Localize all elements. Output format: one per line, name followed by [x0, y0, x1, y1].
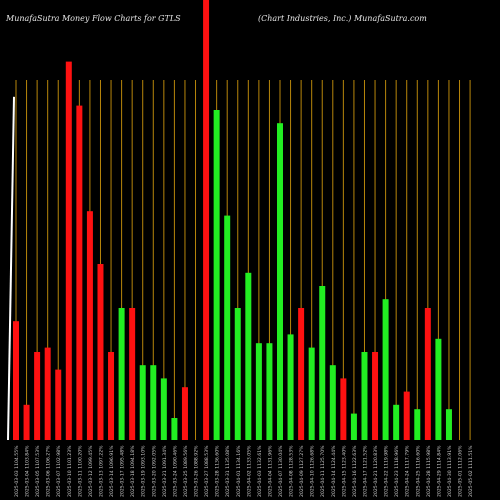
x-tick-label: 2025-03-28 1136.60% — [215, 445, 221, 497]
x-tick-label: 2025-03-14 1096.91% — [109, 445, 115, 497]
bar — [129, 308, 136, 440]
bar — [445, 409, 452, 440]
bar — [76, 105, 83, 440]
x-tick-label: 2025-04-28 1115.98% — [426, 445, 432, 497]
x-tick-label: 2025-04-22 1119.98% — [384, 445, 390, 497]
x-tick-label: 2025-03-24 1090.46% — [172, 445, 178, 497]
x-tick-label: 2025-04-07 1130.04% — [278, 445, 284, 497]
x-tick-label: 2025-04-08 1128.53% — [289, 445, 295, 497]
bar — [203, 0, 210, 440]
x-tick-label: 2025-04-02 1133.05% — [246, 445, 252, 497]
bar — [340, 378, 347, 440]
x-tick-label: 2025-04-14 1124.44% — [331, 445, 337, 497]
bar — [150, 365, 157, 440]
bar — [213, 110, 220, 440]
x-tick-label: 2025-03-27 1088.53% — [204, 445, 210, 497]
x-tick-label: 2025-03-17 1095.48% — [120, 445, 126, 497]
bar — [372, 352, 379, 440]
x-tick-label: 2025-05-01 1112.06% — [458, 445, 464, 497]
x-tick-label: 2025-03-05 1107.53% — [35, 445, 41, 497]
x-tick-label: 2025-04-16 1122.63% — [352, 445, 358, 497]
bar — [382, 299, 389, 440]
grid-lines — [15, 80, 471, 440]
x-tick-label: 2025-03-07 1102.98% — [56, 445, 62, 497]
bar — [350, 413, 357, 440]
bar — [55, 369, 62, 440]
x-tick-label: 2025-03-03 1104.55% — [14, 445, 20, 497]
bar — [255, 343, 262, 440]
x-tick-label: 2025-05-02 1111.51% — [468, 445, 474, 497]
x-tick-label: 2025-03-13 1097.22% — [98, 445, 104, 497]
bar — [34, 352, 41, 440]
bar — [118, 308, 125, 440]
x-tick-label: 2025-03-11 1100.20% — [77, 445, 83, 497]
bar — [44, 347, 51, 440]
bar — [181, 387, 188, 440]
x-tick-label: 2025-04-25 1116.60% — [415, 445, 421, 497]
bar — [266, 343, 273, 440]
x-tick-label: 2025-03-04 1103.84% — [25, 445, 31, 497]
x-tick-label: 2025-03-26 1088.92% — [194, 445, 200, 497]
bar — [13, 321, 19, 440]
bar — [308, 347, 315, 440]
bar — [160, 378, 167, 440]
x-tick-label: 2025-03-31 1135.08% — [225, 445, 231, 497]
bar — [97, 264, 104, 440]
x-tick-label: 2025-04-24 1117.79% — [405, 445, 411, 497]
x-tick-label: 2025-04-21 1120.83% — [373, 445, 379, 497]
bar — [139, 365, 146, 440]
x-tick-label: 2025-04-23 1118.96% — [394, 445, 400, 497]
bar — [424, 308, 431, 440]
x-tick-label: 2025-03-21 1091.34% — [162, 445, 168, 497]
x-tick-label: 2025-03-25 1089.56% — [183, 445, 189, 497]
money-flow-line-path — [7, 96, 15, 441]
chart-title: MunafaSutra Money Flow Charts for GTLS — [6, 14, 181, 23]
x-tick-label: 2025-03-12 1099.45% — [88, 445, 94, 497]
x-tick-label: 2025-03-20 1092.05% — [151, 445, 157, 497]
x-tick-label: 2025-04-09 1127.27% — [299, 445, 305, 497]
x-tick-label: 2025-04-03 1132.61% — [257, 445, 263, 497]
bar — [414, 409, 421, 440]
x-tick-label: 2025-04-04 1131.96% — [267, 445, 273, 497]
x-tick-label: 2025-04-11 1125.70% — [320, 445, 326, 497]
bar — [224, 215, 231, 440]
x-tick-label: 2025-03-19 1093.10% — [141, 445, 147, 497]
bar — [287, 334, 294, 440]
bar — [277, 123, 283, 440]
x-tick-label: 2025-03-10 1101.23% — [67, 445, 73, 497]
bars — [13, 0, 452, 440]
bar — [393, 404, 400, 440]
bar — [65, 61, 72, 440]
chart-subtitle: (Chart Industries, Inc.) MunafaSutra.com — [258, 14, 427, 23]
bar — [171, 418, 178, 440]
bar — [361, 352, 368, 440]
bar — [86, 211, 93, 440]
money-flow-line — [7, 96, 15, 441]
bar — [245, 272, 252, 440]
bar — [108, 352, 115, 440]
bar — [435, 338, 442, 440]
x-tick-label: 2025-03-18 1094.18% — [130, 445, 136, 497]
x-tick-label: 2025-04-01 1134.16% — [236, 445, 242, 497]
x-tick-label: 2025-03-06 1106.27% — [46, 445, 52, 497]
x-tick-label: 2025-04-17 1121.52% — [362, 445, 368, 497]
bar — [329, 365, 336, 440]
x-tick-label: 2025-04-30 1113.91% — [447, 445, 453, 497]
bar — [298, 308, 305, 440]
bar — [403, 391, 410, 440]
bar — [234, 308, 241, 440]
bar — [319, 286, 326, 440]
x-tick-label: 2025-04-15 1123.40% — [341, 445, 347, 497]
x-tick-labels: 2025-03-03 1104.55% 2025-03-04 1103.84% 20… — [14, 445, 474, 497]
x-tick-label: 2025-04-29 1114.84% — [436, 445, 442, 497]
bar — [23, 404, 30, 440]
x-tick-label: 2025-04-10 1126.68% — [310, 445, 316, 497]
